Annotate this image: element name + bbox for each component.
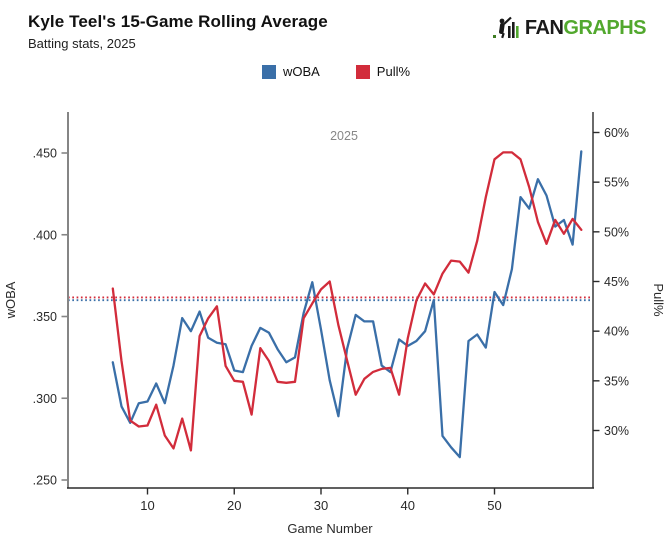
chart-title: Kyle Teel's 15-Game Rolling Average [28, 12, 328, 31]
right-tick-label: 40% [604, 325, 629, 339]
logo-text-fan: FAN [524, 16, 564, 39]
x-tick-label: 30 [314, 498, 328, 513]
series-line-woba [111, 150, 583, 459]
x-axis-title: Game Number [287, 521, 373, 536]
chart-subtitle: Batting stats, 2025 [28, 36, 136, 51]
chart-header: Kyle Teel's 15-Game Rolling Average Batt… [28, 12, 328, 51]
right-tick-label: 55% [604, 176, 629, 190]
left-tick-label: .350 [33, 310, 57, 324]
x-tick-label: 10 [140, 498, 154, 513]
right-tick-label: 35% [604, 374, 629, 388]
left-tick-label: .400 [33, 228, 57, 242]
left-tick-label: .250 [33, 474, 57, 488]
fangraphs-wordmark: FANGRAPHS [524, 16, 647, 40]
right-axis-title: Pull% [651, 283, 666, 317]
season-annotation: 2025 [330, 129, 358, 143]
legend-item-pullpct: Pull% [355, 64, 411, 79]
right-tick-label: 30% [604, 424, 629, 438]
logo-text-graphs: GRAPHS [563, 16, 646, 39]
right-tick-label: 50% [604, 225, 629, 239]
fangraphs-batter-icon [492, 16, 519, 39]
fangraphs-logo[interactable]: FANGRAPHS [492, 16, 646, 40]
x-tick-label: 50 [487, 498, 501, 513]
left-tick-label: .450 [33, 147, 57, 161]
chart-legend: wOBA Pull% [0, 64, 672, 79]
x-tick-label: 20 [227, 498, 241, 513]
x-tick-label: 40 [401, 498, 415, 513]
left-tick-label: .300 [33, 392, 57, 406]
woba-legend-label: wOBA [282, 64, 320, 79]
legend-item-woba: wOBA [261, 64, 320, 79]
pullpct-legend-label: Pull% [376, 64, 411, 79]
series-line-pullpct [111, 151, 583, 452]
left-axis-title: wOBA [3, 281, 18, 319]
woba-legend-swatch [261, 64, 276, 79]
right-tick-label: 45% [604, 275, 629, 289]
right-tick-label: 60% [604, 126, 629, 140]
pullpct-legend-swatch [355, 64, 370, 79]
